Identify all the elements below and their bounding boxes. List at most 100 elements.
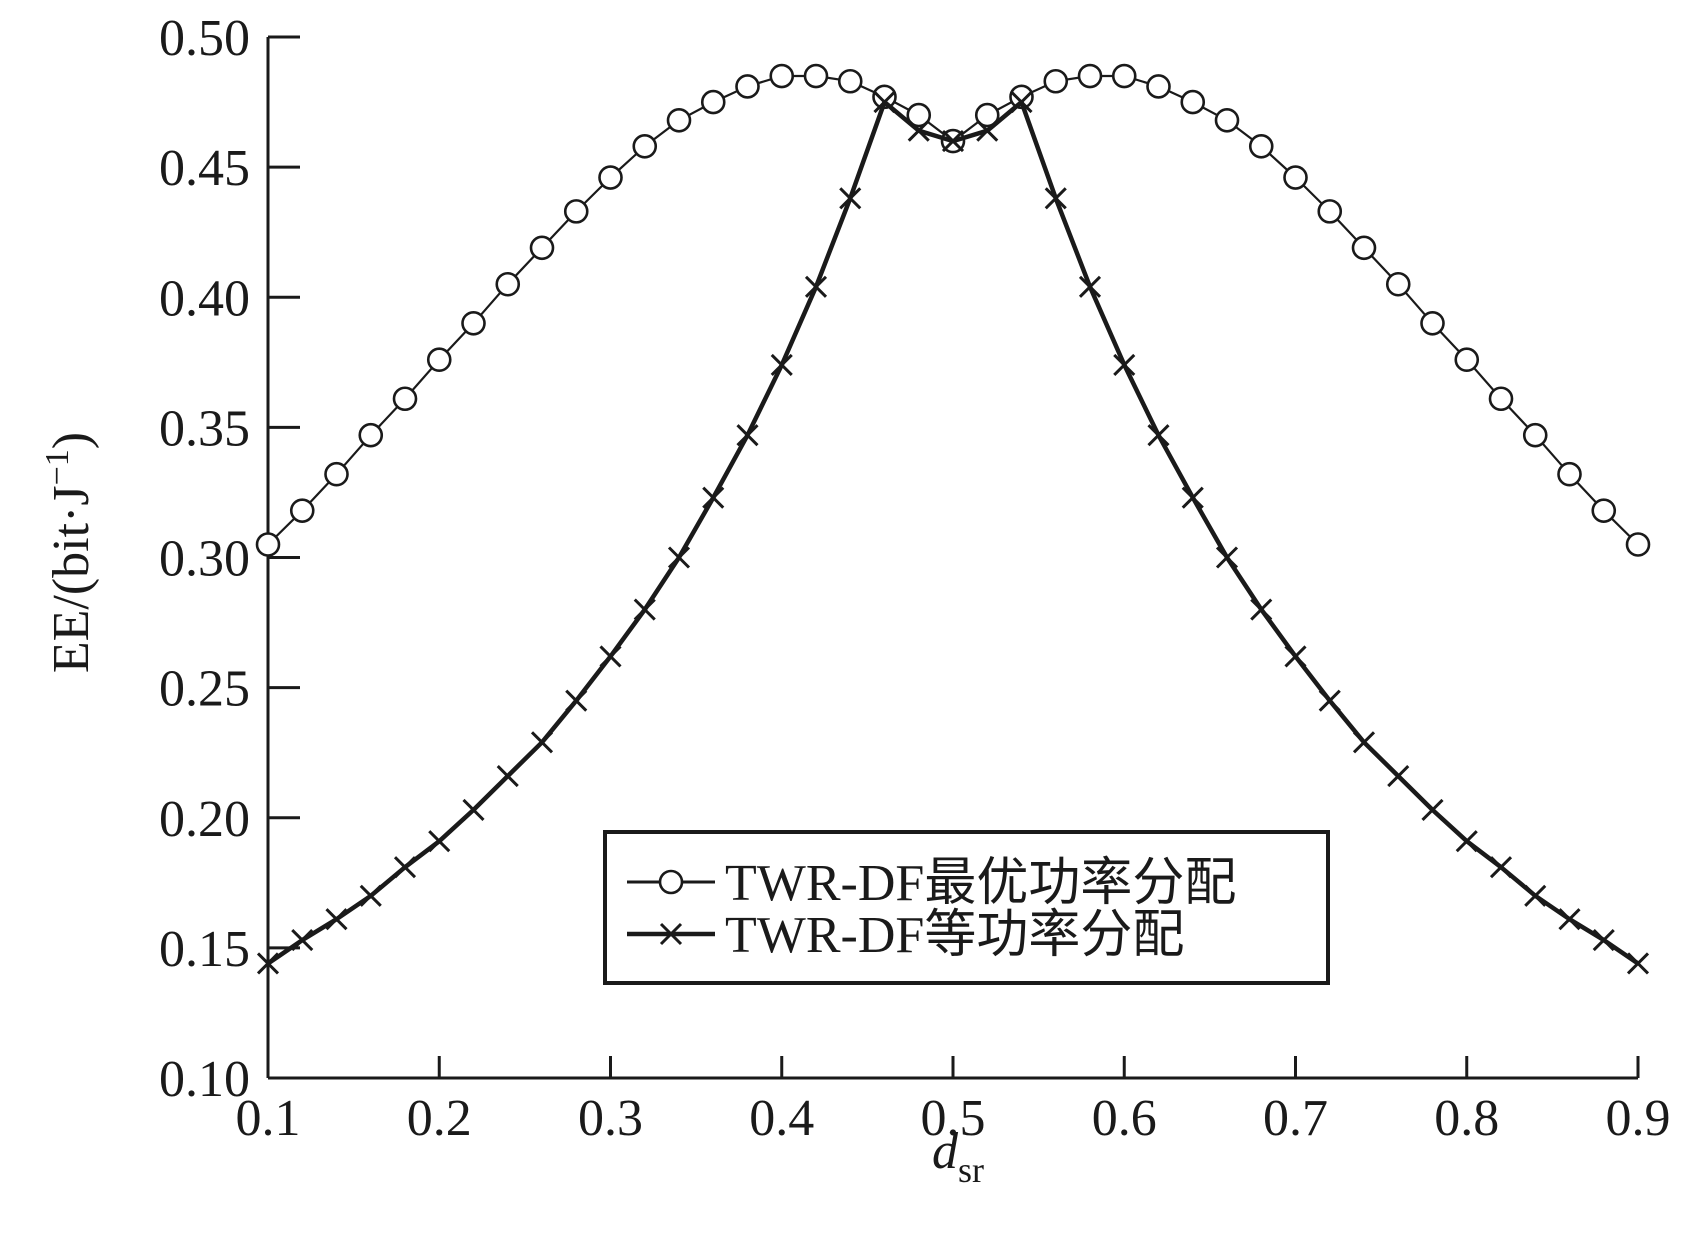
x-tick-label: 0.4	[749, 1090, 814, 1147]
legend-marker-x	[659, 922, 683, 946]
data-point-circle	[255, 532, 281, 557]
axes-layer	[266, 35, 1640, 1080]
data-point-circle	[700, 89, 726, 115]
data-point-x	[1250, 598, 1273, 621]
data-point-x	[325, 908, 348, 931]
data-point-circle	[1351, 235, 1377, 261]
y-tick-label: 0.45	[159, 140, 250, 197]
legend-label-2: TWR-DF等功率分配	[725, 907, 1184, 964]
data-point-circle	[1420, 310, 1445, 336]
data-point-x	[702, 486, 725, 509]
y-tick-label: 0.20	[159, 791, 250, 848]
data-point-circle	[1522, 422, 1548, 448]
x-tick-label: 0.3	[578, 1090, 643, 1147]
data-point-x	[393, 856, 417, 879]
data-point-x	[633, 598, 656, 621]
x-tick-label: 0.6	[1092, 1090, 1157, 1147]
y-axis-title-superscript: −1	[39, 449, 76, 485]
data-point-x	[1421, 798, 1444, 822]
data-point-circle	[426, 347, 452, 373]
data-point-x	[873, 91, 896, 114]
data-point-circle	[769, 63, 795, 89]
legend-label-1: TWR-DF最优功率分配	[725, 855, 1236, 912]
labels-layer: 0.10 0.15 0.20 0.25 0.30 0.35 0.40 0.45 0.50 0.1 0…	[39, 10, 1671, 1190]
data-point-x	[1113, 353, 1136, 376]
data-point-x	[1284, 645, 1307, 668]
data-point-circle	[1488, 386, 1514, 412]
data-point-circle	[1557, 461, 1582, 487]
data-point-x	[907, 119, 930, 142]
data-point-x	[530, 731, 554, 754]
data-point-x	[770, 353, 793, 376]
data-point-x	[1524, 884, 1547, 907]
data-point-circle	[1454, 347, 1480, 373]
x-tick-label: 0.8	[1434, 1090, 1499, 1147]
data-point-circle	[1077, 63, 1103, 89]
data-point-circle	[837, 68, 863, 94]
data-point-circle	[324, 461, 349, 487]
data-point-circle	[974, 102, 1000, 128]
data-point-x	[256, 952, 280, 975]
x-axis-title: dsr	[932, 1123, 984, 1190]
x-axis-title-subscript: sr	[958, 1150, 984, 1190]
data-point-circle	[632, 134, 658, 159]
data-point-x	[941, 130, 965, 153]
x-tick-label: 0.5	[921, 1090, 986, 1147]
series-2	[256, 91, 1650, 975]
legend-box	[603, 830, 1330, 985]
x-tick-label: 0.9	[1606, 1090, 1671, 1147]
data-point-circle	[1317, 199, 1343, 224]
y-tick-label: 0.25	[159, 661, 250, 718]
data-point-circle	[529, 235, 555, 261]
y-axis-title-main: EE/(bit·J	[43, 485, 100, 673]
y-tick-label: 0.15	[159, 921, 250, 978]
y-tick-label: 0.40	[159, 270, 250, 327]
data-point-x	[804, 275, 828, 298]
data-point-circle	[392, 386, 418, 412]
series-layer	[255, 63, 1651, 975]
data-point-circle	[1625, 532, 1651, 557]
data-point-circle	[598, 165, 623, 190]
data-point-circle	[1283, 165, 1308, 190]
data-point-circle	[563, 199, 589, 224]
data-point-circle	[1385, 271, 1411, 297]
data-point-x	[1592, 929, 1615, 952]
data-point-circle	[1180, 89, 1206, 115]
data-point-x	[496, 765, 519, 788]
data-point-circle	[735, 74, 760, 99]
data-point-x	[976, 119, 999, 142]
data-point-circle	[1214, 107, 1240, 133]
data-point-x	[1010, 91, 1033, 114]
data-point-x	[565, 689, 588, 712]
x-tick-label: 0.1	[236, 1090, 301, 1147]
data-point-x	[1558, 908, 1581, 931]
data-point-x	[736, 424, 759, 447]
data-point-x	[1181, 486, 1204, 509]
data-point-x	[1455, 830, 1478, 853]
data-point-x	[1044, 187, 1067, 210]
y-tick-label: 0.30	[159, 531, 250, 588]
data-point-x	[1078, 275, 1102, 298]
legend-marker-circle	[658, 869, 684, 895]
data-point-circle	[803, 63, 829, 89]
data-point-x	[291, 929, 314, 952]
data-point-x	[1489, 856, 1513, 879]
data-point-x	[462, 798, 485, 822]
data-point-circle	[906, 102, 932, 128]
y-axis-title-close: )	[43, 432, 100, 449]
series-1	[255, 63, 1651, 557]
x-tick-label: 0.2	[407, 1090, 472, 1147]
y-axis-title: EE/(bit·J−1)	[39, 432, 100, 673]
data-point-x	[667, 546, 691, 569]
data-point-x	[1387, 765, 1410, 788]
data-point-x	[359, 884, 382, 907]
y-tick-label: 0.35	[159, 400, 250, 457]
data-point-circle	[1043, 68, 1069, 94]
data-point-circle	[495, 271, 521, 297]
data-point-x	[1626, 952, 1650, 975]
data-point-x	[1352, 731, 1376, 754]
data-point-x	[1147, 424, 1170, 447]
y-tick-label: 0.50	[159, 10, 250, 67]
